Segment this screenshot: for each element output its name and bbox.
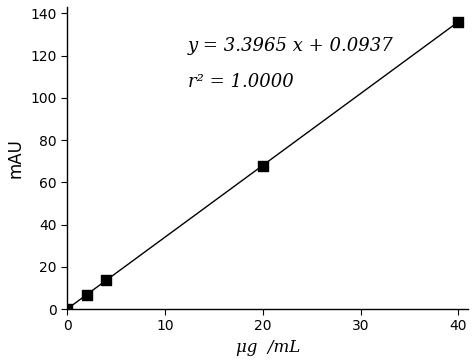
Point: [103, 277, 110, 283]
Point: [83, 291, 91, 297]
Y-axis label: mAU: mAU: [7, 138, 25, 178]
Point: [259, 163, 266, 168]
Point: [455, 19, 462, 25]
Text: r² = 1.0000: r² = 1.0000: [188, 73, 293, 91]
Point: [64, 306, 71, 312]
X-axis label: μg  /mL: μg /mL: [236, 339, 300, 356]
Text: y = 3.3965 x + 0.0937: y = 3.3965 x + 0.0937: [188, 37, 393, 55]
